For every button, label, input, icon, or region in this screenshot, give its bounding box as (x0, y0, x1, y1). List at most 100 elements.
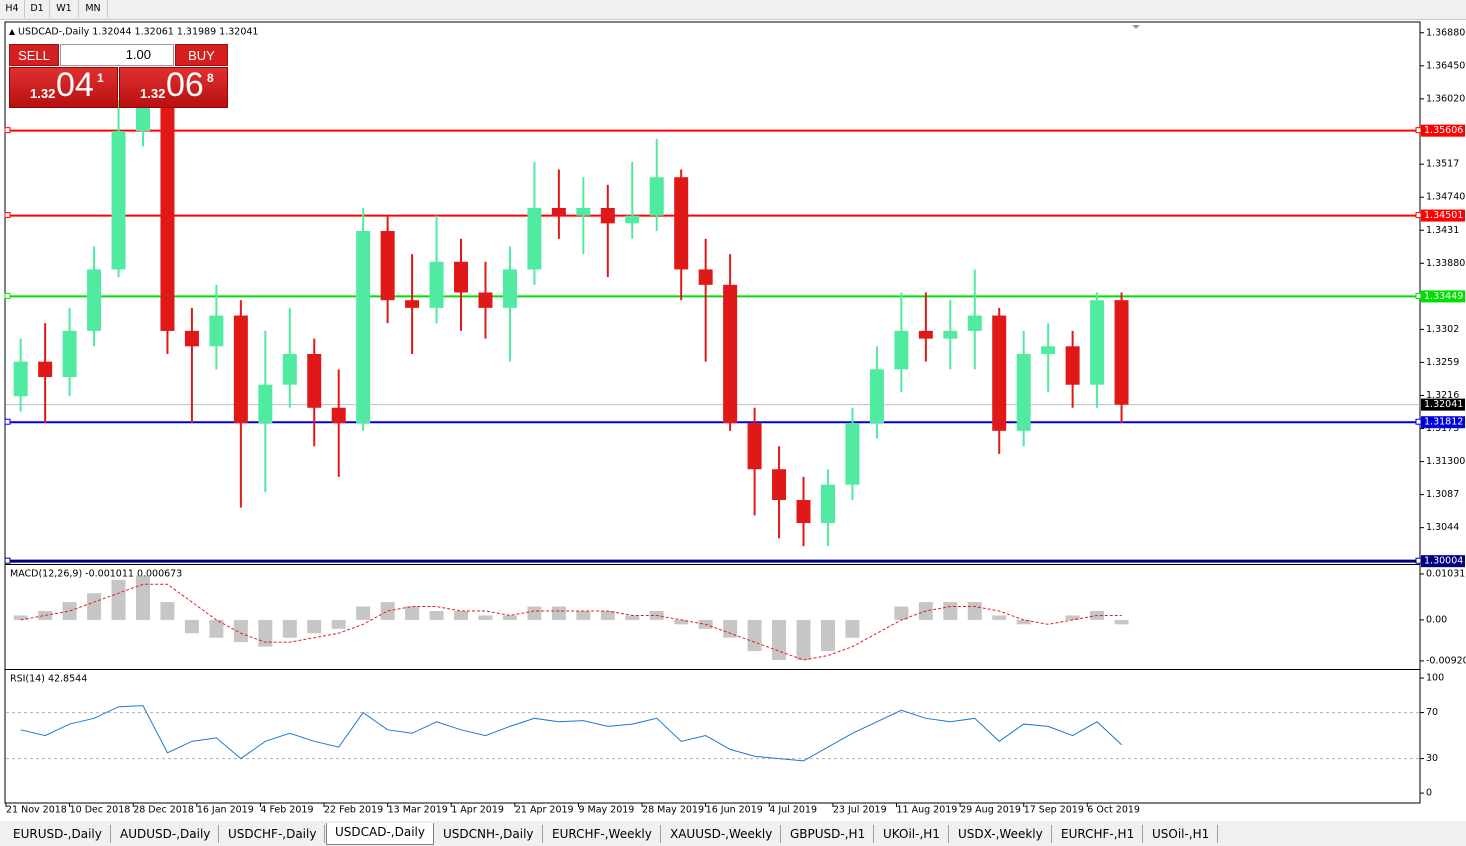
candle-body (1065, 346, 1080, 385)
level-label-box (1421, 555, 1465, 568)
candle-body (429, 261, 444, 308)
candle-body (282, 353, 297, 385)
candle-body (502, 269, 517, 308)
y-tick-label: 1.3087 (1426, 489, 1459, 500)
candle-body (796, 499, 811, 524)
macd-bar (282, 619, 297, 638)
y-tick-label: 1.3173 (1426, 423, 1459, 434)
candle-body (184, 330, 199, 347)
level-handle (1415, 557, 1422, 564)
macd-title: MACD(12,26,9) -0.001011 0.000673 (10, 569, 182, 580)
symbol-tab[interactable]: AUDUSD-,Daily (112, 825, 220, 843)
candle-body (258, 384, 273, 424)
x-tick-label: 4 Feb 2019 (260, 805, 313, 816)
candle-body (209, 315, 224, 347)
buy-button[interactable]: BUY (175, 44, 228, 66)
macd-bar (674, 619, 689, 625)
symbol-tab[interactable]: USDCHF-,Daily (220, 825, 326, 843)
candle-body (527, 207, 542, 270)
candle-body (13, 361, 28, 397)
macd-bar (38, 610, 53, 620)
candle-body (698, 269, 713, 285)
candle-body (649, 177, 664, 216)
macd-bar (551, 606, 566, 620)
symbol-tab[interactable]: EURCHF-,Weekly (544, 825, 661, 843)
symbol-tab[interactable]: USOil-,H1 (1144, 825, 1219, 843)
candle-body (1114, 300, 1129, 405)
macd-bar (527, 606, 542, 620)
x-tick-label: 10 Dec 2018 (70, 805, 131, 816)
symbol-tab[interactable]: GBPUSD-,H1 (782, 825, 875, 843)
y-tick-label: 70 (1426, 707, 1438, 718)
level-label-box (1421, 290, 1465, 303)
price-big: 04 (56, 66, 94, 104)
candle-body (405, 300, 420, 308)
macd-bar (111, 579, 126, 620)
symbol-tab[interactable]: EURUSD-,Daily (5, 825, 111, 843)
candle-body (576, 207, 591, 216)
x-tick-label: 6 Oct 2019 (1087, 805, 1140, 816)
y-tick-label: 0.010311 (1426, 568, 1466, 579)
candle-body (1016, 353, 1031, 431)
y-tick-label: 1.3517 (1426, 159, 1459, 170)
macd-bar (894, 606, 909, 620)
macd-bar (576, 610, 591, 620)
macd-bar (331, 619, 346, 629)
y-tick-label: 1.3302 (1426, 324, 1459, 335)
symbol-tab[interactable]: USDCAD-,Daily (326, 823, 434, 845)
macd-bar (258, 619, 273, 647)
x-tick-label: 11 Aug 2019 (896, 805, 957, 816)
candle-body (943, 330, 958, 339)
macd-bar (1016, 619, 1031, 625)
candle-body (331, 407, 346, 424)
candle-body (894, 330, 909, 370)
y-tick-label: 1.34740 (1426, 192, 1465, 203)
level-handle (4, 557, 11, 564)
y-tick-label: 100 (1426, 673, 1444, 684)
price-big: 06 (166, 66, 204, 104)
macd-bar (356, 606, 371, 620)
timeframe-button[interactable]: MN (79, 0, 108, 18)
candle-body (625, 215, 640, 224)
x-tick-label: 22 Feb 2019 (324, 805, 383, 816)
macd-bar (380, 602, 395, 620)
level-handle (4, 212, 11, 219)
x-tick-label: 21 Apr 2019 (515, 805, 574, 816)
level-label-box (1421, 416, 1465, 429)
level-label: 1.35606 (1424, 125, 1463, 136)
quantity-input[interactable]: 1.00 (60, 44, 174, 66)
symbol-tab[interactable]: XAUUSD-,Weekly (662, 825, 782, 843)
shift-marker (1132, 25, 1140, 29)
sell-button[interactable]: SELL (9, 44, 59, 66)
timeframe-button[interactable]: H4 (0, 0, 25, 18)
candle-body (380, 231, 395, 301)
y-tick-label: 1.3216 (1426, 390, 1459, 401)
macd-bar (943, 602, 958, 620)
macd-bar (184, 619, 199, 634)
candle-body (454, 261, 469, 293)
candle-body (87, 269, 102, 331)
level-label: 1.33449 (1424, 291, 1463, 302)
macd-signal (20, 583, 1122, 661)
candle-body (356, 231, 371, 424)
symbol-tab[interactable]: USDCNH-,Daily (435, 825, 543, 843)
collapse-icon[interactable] (9, 29, 15, 35)
level-handle (1415, 127, 1422, 134)
candle-body (820, 484, 835, 524)
sell-price[interactable]: 1.32 04 1 (9, 66, 118, 108)
symbol-tab[interactable]: USDX-,Weekly (950, 825, 1052, 843)
price-pip: 1 (97, 71, 104, 85)
level-handle (4, 292, 11, 299)
level-label: 1.30004 (1424, 556, 1463, 567)
macd-bar (992, 615, 1007, 620)
timeframe-button[interactable]: D1 (25, 0, 50, 18)
symbol-tab[interactable]: EURCHF-,H1 (1053, 825, 1144, 843)
x-tick-label: 23 Jul 2019 (833, 805, 887, 816)
buy-price[interactable]: 1.32 06 8 (119, 66, 228, 108)
one-click-trading: SELL 1.00 BUY 1.32 04 1 1.32 06 8 (9, 44, 228, 108)
candle-body (478, 292, 493, 308)
symbol-tab[interactable]: UKOil-,H1 (875, 825, 949, 843)
timeframe-button[interactable]: W1 (50, 0, 79, 18)
candle-body (1041, 346, 1056, 354)
chart-title: USDCAD-,Daily 1.32044 1.32061 1.31989 1.… (18, 27, 258, 38)
